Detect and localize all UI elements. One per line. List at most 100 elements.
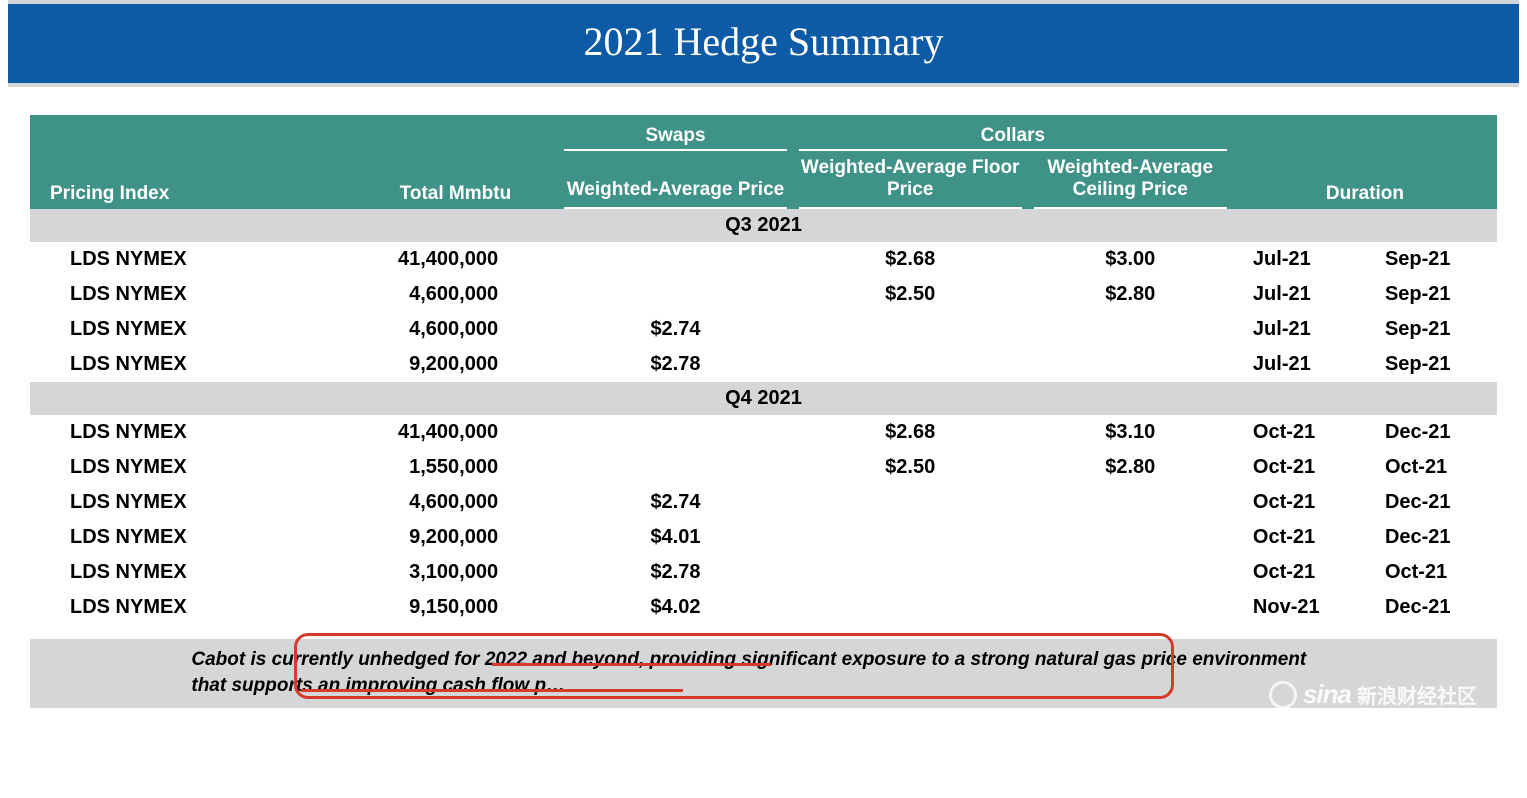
cell-duration-start: Oct-21 xyxy=(1233,415,1365,450)
cell-swap-price: $2.74 xyxy=(558,312,793,347)
cell-swap-price: $2.78 xyxy=(558,347,793,382)
cell-floor-price: $2.68 xyxy=(793,242,1028,277)
cell-mmbtu: 9,200,000 xyxy=(353,347,558,382)
cell-ceiling-price: $3.00 xyxy=(1028,242,1233,277)
cell-ceiling-price xyxy=(1028,555,1233,590)
table-row: LDS NYMEX1,550,000$2.50$2.80Oct-21Oct-21 xyxy=(30,450,1497,485)
cell-floor-price xyxy=(793,590,1028,625)
cell-duration-end: Sep-21 xyxy=(1365,347,1497,382)
cell-swap-price: $4.02 xyxy=(558,590,793,625)
cell-duration-end: Dec-21 xyxy=(1365,590,1497,625)
cell-duration-end: Oct-21 xyxy=(1365,450,1497,485)
table-body: Q3 2021LDS NYMEX41,400,000$2.68$3.00Jul-… xyxy=(30,209,1497,625)
cell-mmbtu: 9,150,000 xyxy=(353,590,558,625)
cell-floor-price: $2.68 xyxy=(793,415,1028,450)
section-row: Q4 2021 xyxy=(30,382,1497,415)
cell-floor-price xyxy=(793,520,1028,555)
cell-pricing-index: LDS NYMEX xyxy=(30,555,353,590)
cell-duration-end: Sep-21 xyxy=(1365,277,1497,312)
cell-ceiling-price xyxy=(1028,485,1233,520)
cell-mmbtu: 3,100,000 xyxy=(353,555,558,590)
cell-swap-price xyxy=(558,415,793,450)
cell-floor-price xyxy=(793,485,1028,520)
cell-ceiling-price: $2.80 xyxy=(1028,277,1233,312)
cell-duration-start: Nov-21 xyxy=(1233,590,1365,625)
cell-floor-price: $2.50 xyxy=(793,450,1028,485)
cell-swap-price xyxy=(558,450,793,485)
table-row: LDS NYMEX9,200,000$4.01 Oct-21Dec-21 xyxy=(30,520,1497,555)
cell-duration-start: Jul-21 xyxy=(1233,312,1365,347)
cell-duration-end: Dec-21 xyxy=(1365,520,1497,555)
cell-duration-start: Jul-21 xyxy=(1233,347,1365,382)
cell-duration-start: Oct-21 xyxy=(1233,520,1365,555)
cell-duration-start: Jul-21 xyxy=(1233,242,1365,277)
cell-duration-start: Oct-21 xyxy=(1233,555,1365,590)
cell-pricing-index: LDS NYMEX xyxy=(30,415,353,450)
hedge-table: Pricing Index Total Mmbtu Swaps Collars … xyxy=(30,115,1497,625)
section-label: Q4 2021 xyxy=(30,382,1497,415)
cell-mmbtu: 41,400,000 xyxy=(353,242,558,277)
cell-pricing-index: LDS NYMEX xyxy=(30,485,353,520)
cell-duration-start: Oct-21 xyxy=(1233,450,1365,485)
cell-mmbtu: 41,400,000 xyxy=(353,415,558,450)
cell-swap-price: $2.74 xyxy=(558,485,793,520)
cell-pricing-index: LDS NYMEX xyxy=(30,590,353,625)
table-row: LDS NYMEX4,600,000$2.74 Oct-21Dec-21 xyxy=(30,485,1497,520)
cell-floor-price xyxy=(793,555,1028,590)
cell-mmbtu: 4,600,000 xyxy=(353,277,558,312)
cell-pricing-index: LDS NYMEX xyxy=(30,520,353,555)
cell-ceiling-price xyxy=(1028,520,1233,555)
col-group-collars: Collars xyxy=(793,115,1233,151)
table-row: LDS NYMEX9,150,000$4.02 Nov-21Dec-21 xyxy=(30,590,1497,625)
cell-swap-price: $4.01 xyxy=(558,520,793,555)
cell-ceiling-price xyxy=(1028,590,1233,625)
cell-mmbtu: 4,600,000 xyxy=(353,312,558,347)
cell-duration-end: Dec-21 xyxy=(1365,415,1497,450)
table-row: LDS NYMEX9,200,000$2.78 Jul-21Sep-21 xyxy=(30,347,1497,382)
cell-duration-end: Dec-21 xyxy=(1365,485,1497,520)
col-swap-price: Weighted-Average Price xyxy=(558,151,793,209)
col-floor-price: Weighted-Average Floor Price xyxy=(793,151,1028,209)
watermark-text: 新浪财经社区 xyxy=(1357,680,1477,709)
cell-pricing-index: LDS NYMEX xyxy=(30,347,353,382)
col-group-swaps: Swaps xyxy=(558,115,793,151)
col-pricing-index: Pricing Index xyxy=(30,115,353,209)
cell-floor-price: $2.50 xyxy=(793,277,1028,312)
cell-mmbtu: 1,550,000 xyxy=(353,450,558,485)
footnote-text: Cabot is currently unhedged for 2022 and… xyxy=(191,647,1335,698)
cell-ceiling-price xyxy=(1028,347,1233,382)
cell-duration-end: Oct-21 xyxy=(1365,555,1497,590)
cell-ceiling-price: $2.80 xyxy=(1028,450,1233,485)
cell-mmbtu: 4,600,000 xyxy=(353,485,558,520)
table-row: LDS NYMEX41,400,000 $2.68$3.00Jul-21Sep-2… xyxy=(30,242,1497,277)
col-ceiling-price: Weighted-Average Ceiling Price xyxy=(1028,151,1233,209)
table-row: LDS NYMEX41,400,000 $2.68$3.10Oct-21Dec-2… xyxy=(30,415,1497,450)
cell-ceiling-price: $3.10 xyxy=(1028,415,1233,450)
cell-pricing-index: LDS NYMEX xyxy=(30,242,353,277)
cell-mmbtu: 9,200,000 xyxy=(353,520,558,555)
cell-duration-end: Sep-21 xyxy=(1365,242,1497,277)
table-header: Pricing Index Total Mmbtu Swaps Collars … xyxy=(30,115,1497,209)
cell-pricing-index: LDS NYMEX xyxy=(30,312,353,347)
table-row: LDS NYMEX4,600,000 $2.50$2.80Jul-21Sep-21 xyxy=(30,277,1497,312)
section-label: Q3 2021 xyxy=(30,209,1497,242)
table-row: LDS NYMEX3,100,000$2.78 Oct-21Oct-21 xyxy=(30,555,1497,590)
col-duration: Duration xyxy=(1233,115,1497,209)
col-total-mmbtu: Total Mmbtu xyxy=(353,115,558,209)
footnote-band: Cabot is currently unhedged for 2022 and… xyxy=(30,639,1497,708)
cell-pricing-index: LDS NYMEX xyxy=(30,277,353,312)
cell-duration-end: Sep-21 xyxy=(1365,312,1497,347)
cell-swap-price xyxy=(558,242,793,277)
hedge-table-container: Pricing Index Total Mmbtu Swaps Collars … xyxy=(30,115,1497,625)
cell-pricing-index: LDS NYMEX xyxy=(30,450,353,485)
page-title: 2021 Hedge Summary xyxy=(8,0,1519,87)
cell-swap-price xyxy=(558,277,793,312)
cell-floor-price xyxy=(793,312,1028,347)
cell-swap-price: $2.78 xyxy=(558,555,793,590)
cell-duration-start: Oct-21 xyxy=(1233,485,1365,520)
cell-duration-start: Jul-21 xyxy=(1233,277,1365,312)
cell-ceiling-price xyxy=(1028,312,1233,347)
section-row: Q3 2021 xyxy=(30,209,1497,242)
table-row: LDS NYMEX4,600,000$2.74 Jul-21Sep-21 xyxy=(30,312,1497,347)
cell-floor-price xyxy=(793,347,1028,382)
